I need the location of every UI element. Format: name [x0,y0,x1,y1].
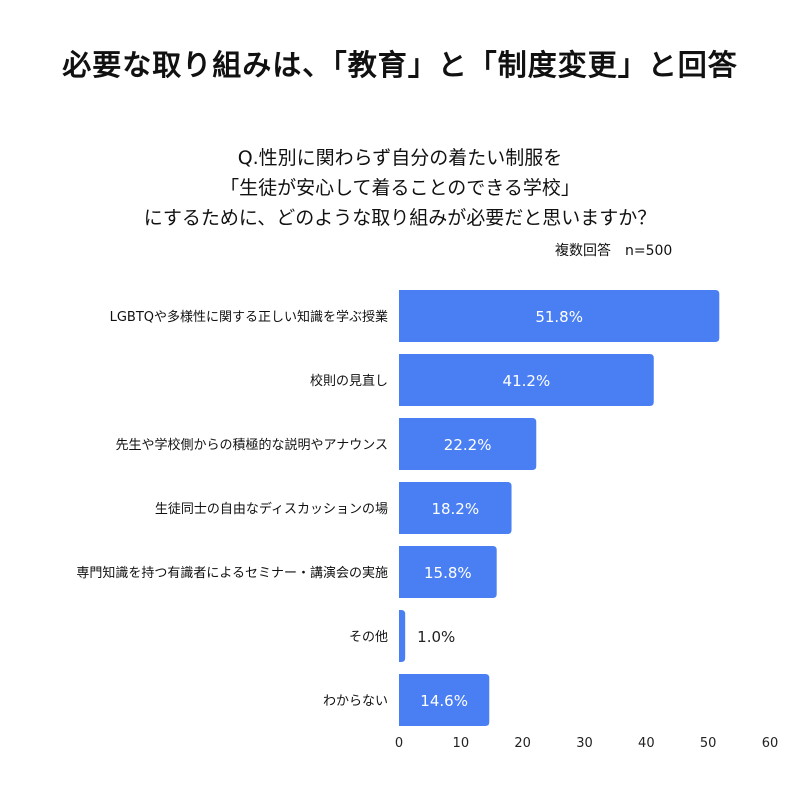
bar [399,674,490,726]
bar [399,354,654,406]
data-label: 41.2% [503,372,551,390]
x-tick-label: 20 [514,736,531,751]
x-tick-label: 30 [576,736,593,751]
data-label: 22.2% [444,436,492,454]
data-label: 18.2% [431,500,479,518]
data-label: 1.0% [417,628,455,646]
category-label: 校則の見直し [310,373,388,389]
chart-title: 必要な取り組みは、「教育」と「制度変更」と回答 [62,48,738,82]
question-text: Q.性別に関わらず自分の着たい制服を 「生徒が安心して着ることのできる学校」 に… [0,143,800,233]
x-tick-label: 40 [638,736,655,751]
data-label: 14.6% [420,692,468,710]
bar [399,418,537,470]
data-label: 51.8% [535,308,583,326]
category-label: 生徒同士の自由なディスカッションの場 [155,501,388,517]
x-tick-label: 10 [453,736,470,751]
category-label: LGBTQや多様性に関する正しい知識を学ぶ授業 [110,309,388,325]
bar [399,546,497,598]
category-label: 先生や学校側からの積極的な説明やアナウンス [116,437,388,453]
category-label: 専門知識を持つ有識者によるセミナー・講演会の実施 [76,565,388,581]
question-line-1: Q.性別に関わらず自分の着たい制服を [237,147,563,169]
category-label: その他 [349,630,388,645]
sample-note: 複数回答 n=500 [555,243,673,259]
x-tick-label: 50 [700,736,717,751]
category-label: わからない [323,694,388,709]
data-label: 15.8% [424,564,472,582]
x-tick-label: 60 [762,736,779,751]
bar [399,290,720,342]
question-line-3: にするために、どのような取り組みが必要だと思いますか？ [143,207,657,229]
bar [399,482,512,534]
x-tick-label: 0 [395,736,403,751]
question-line-2: 「生徒が安心して着ることのできる学校」 [220,177,580,199]
bar [399,610,406,662]
